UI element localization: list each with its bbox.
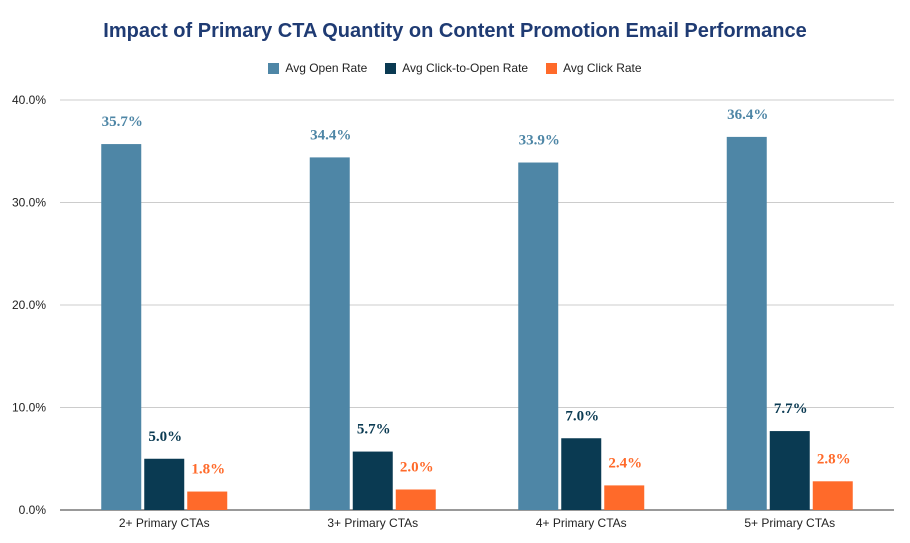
legend-item-click-to-open-rate: Avg Click-to-Open Rate [385,61,528,75]
legend-label-click-to-open-rate: Avg Click-to-Open Rate [402,61,529,75]
data-label: 34.4% [310,127,351,143]
data-label: 2.4% [608,455,642,471]
legend-swatch-click-rate [546,62,558,74]
data-label: 33.9% [519,133,560,149]
bar [187,491,228,510]
legend-swatch-click-to-open-rate [385,62,397,74]
data-label: 36.4% [727,107,768,123]
x-tick-label: 4+ Primary CTAs [536,516,627,530]
bar [518,162,559,510]
y-tick-label: 0.0% [19,503,47,517]
bar [395,489,436,510]
bar [309,157,350,510]
legend-label-click-rate: Avg Click Rate [563,61,642,75]
y-tick-label: 20.0% [12,298,46,312]
bar [144,458,185,510]
bar [561,438,602,510]
y-tick-label: 30.0% [12,196,46,210]
y-tick-label: 40.0% [12,93,46,107]
legend-item-click-rate: Avg Click Rate [546,61,642,75]
chart-legend: Avg Open Rate Avg Click-to-Open Rate Avg… [0,61,910,75]
legend-item-open-rate: Avg Open Rate [268,61,367,75]
data-label: 2.0% [400,460,434,476]
data-label: 2.8% [817,451,851,467]
y-tick-label: 10.0% [12,401,46,415]
bar [769,431,810,510]
data-label: 7.7% [774,401,808,417]
data-label: 5.0% [148,429,182,445]
data-label: 35.7% [102,114,143,130]
bar [812,481,853,510]
x-tick-label: 3+ Primary CTAs [327,516,418,530]
legend-label-open-rate: Avg Open Rate [285,61,368,75]
x-tick-label: 2+ Primary CTAs [119,516,210,530]
bar [352,451,393,510]
bar [726,136,767,510]
legend-swatch-open-rate [268,62,280,74]
x-tick-label: 5+ Primary CTAs [744,516,835,530]
bar [101,144,142,510]
data-label: 5.7% [357,422,391,438]
bar [604,485,645,510]
data-label: 1.8% [191,462,225,478]
data-label: 7.0% [565,408,599,424]
chart-title: Impact of Primary CTA Quantity on Conten… [103,20,807,42]
